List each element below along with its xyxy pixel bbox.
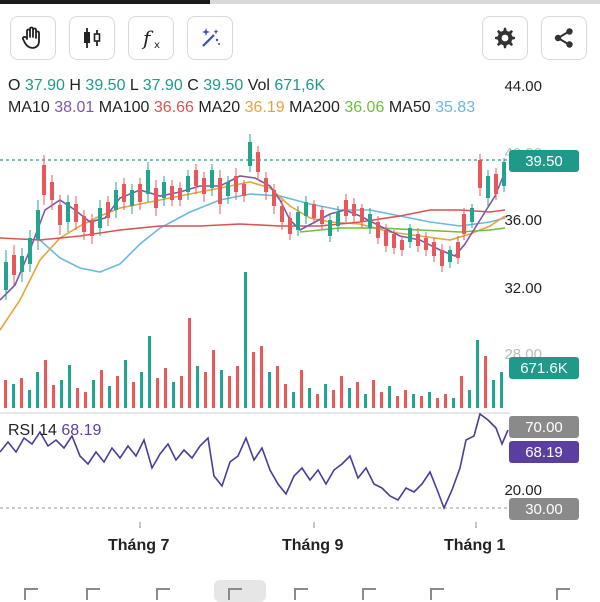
rsi-readout: RSI 14 68.19 — [8, 422, 102, 439]
hand-tool-button[interactable] — [10, 16, 56, 60]
low-value: 37.90 — [142, 77, 183, 94]
rsi-70-tag: 70.00 — [509, 416, 579, 438]
ohlc-readout: O 37.90 H 39.50 L 37.90 C 39.50 Vol 671,… — [8, 77, 326, 94]
ma100-value: 36.66 — [153, 99, 194, 116]
settings-button[interactable] — [482, 16, 528, 60]
open-value: 37.90 — [24, 77, 65, 94]
price-tick-36: 36.00 — [504, 212, 542, 229]
price-tick-32: 32.00 — [504, 280, 542, 297]
top-progress-line — [0, 0, 600, 8]
bottom-timeframe-bar — [0, 578, 600, 602]
x-tick-thang-9: Tháng 9 — [282, 537, 344, 554]
candlestick-button[interactable] — [69, 16, 115, 60]
magic-wand-icon — [197, 25, 223, 51]
ma50-line — [39, 193, 506, 273]
high-value: 39.50 — [85, 77, 126, 94]
rsi-line — [0, 412, 509, 511]
rsi-value-tag: 68.19 — [509, 441, 579, 463]
volume-bars — [4, 272, 503, 408]
ma200-value: 36.06 — [344, 99, 385, 116]
ma10-value: 38.01 — [54, 99, 95, 116]
timeframe-item[interactable] — [156, 588, 170, 600]
timeframe-item[interactable] — [24, 588, 38, 600]
function-icon: f x — [138, 25, 164, 51]
volume-tag: 671.6K — [509, 357, 579, 379]
hand-icon — [20, 25, 46, 51]
close-value: 39.50 — [203, 77, 244, 94]
indicator-function-button[interactable]: f x — [128, 16, 174, 60]
gear-icon — [493, 26, 517, 50]
price-tick-44: 44.00 — [504, 78, 542, 95]
rsi-value: 68.19 — [61, 422, 102, 439]
last-price-tag: 39.50 — [509, 150, 579, 172]
share-button[interactable] — [541, 16, 587, 60]
magic-wand-button[interactable] — [187, 16, 233, 60]
ma20-value: 36.19 — [244, 99, 285, 116]
timeframe-active[interactable] — [214, 580, 266, 602]
timeframe-item[interactable] — [294, 588, 308, 600]
timeframe-item[interactable] — [556, 588, 570, 600]
moving-average-readout: MA10 38.01 MA100 36.66 MA20 36.19 MA200 … — [8, 99, 476, 116]
timeframe-item[interactable] — [430, 588, 444, 600]
timeframe-item[interactable] — [362, 588, 376, 600]
timeframe-item[interactable] — [228, 588, 242, 600]
volume-value: 671,6K — [274, 77, 326, 94]
x-tick-thang-7: Tháng 7 — [108, 537, 170, 554]
candlesticks — [4, 134, 506, 300]
timeframe-item[interactable] — [86, 588, 100, 600]
rsi-30-tag: 30.00 — [509, 498, 579, 520]
ma20-line — [0, 181, 506, 331]
x-tick-thang-1: Tháng 1 — [444, 537, 506, 554]
ma200-line — [299, 227, 506, 233]
share-icon — [552, 26, 576, 50]
svg-text:x: x — [154, 40, 160, 51]
rsi-tick-20: 20.00 — [504, 482, 542, 499]
ma50-value: 35.83 — [435, 99, 476, 116]
candlestick-icon — [79, 25, 105, 51]
